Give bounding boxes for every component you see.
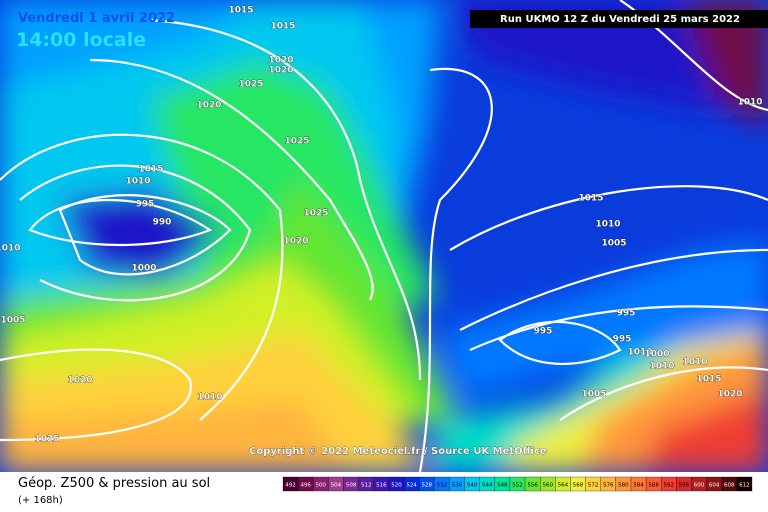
isobar-label: 1025 (34, 435, 59, 445)
isobar-label: 1015 (270, 22, 295, 32)
isobar-label: 1005 (601, 239, 626, 249)
isobar-label: 1020 (268, 66, 293, 76)
legend-label: 588 (648, 483, 659, 489)
legend-label: 552 (512, 483, 523, 489)
isobar-label: 995 (136, 200, 155, 210)
legend-label: 556 (527, 483, 538, 489)
legend-label: 500 (316, 483, 327, 489)
isobar-label: 1015 (696, 375, 721, 385)
legend-label: 576 (603, 483, 614, 489)
run-info: Run UKMO 12 Z du Vendredi 25 mars 2022 (500, 14, 740, 25)
isobar-label: 1010 (737, 98, 762, 108)
legend-label: 524 (406, 483, 417, 489)
legend-label: 492 (285, 483, 296, 489)
legend-label: 584 (633, 483, 644, 489)
copyright: Copyright © 2022 Meteociel.fr / Source U… (249, 446, 547, 457)
legend-label: 548 (497, 483, 508, 489)
isobar-label: 1010 (125, 177, 150, 187)
isobar-label: 1010 (197, 393, 222, 403)
legend-label: 596 (679, 483, 690, 489)
isobar-label: 1020 (67, 376, 92, 386)
legend-label: 532 (437, 483, 448, 489)
isobar-label: 1005 (581, 390, 606, 400)
legend-label: 540 (467, 483, 478, 489)
field: 1015101510201020102510201025101510109959… (0, 0, 768, 472)
isobar-label: 995 (617, 309, 636, 319)
isobar-label: 1010 (0, 244, 21, 254)
legend-label: 512 (361, 483, 372, 489)
legend-label: 520 (391, 483, 402, 489)
legend-label: 592 (664, 483, 675, 489)
isobar-label: 1025 (303, 209, 328, 219)
color-legend: 492 496 500 504 508 512 516 520 524 528 532 536 540 5… (282, 476, 753, 492)
legend-label: 608 (724, 483, 735, 489)
legend-label: 572 (588, 483, 599, 489)
legend-label: 504 (331, 483, 342, 489)
isobar-label: 995 (613, 335, 632, 345)
legend-swatch (736, 476, 753, 492)
legend-label: 604 (709, 483, 720, 489)
isobar-labels: 1015101510201020102510201025101510109959… (0, 5, 763, 445)
forecast-time: 14:00 locale (16, 29, 146, 51)
isobars (0, 0, 768, 472)
isobar-label: 1025 (284, 137, 309, 147)
forecast-date: Vendredi 1 avril 2022 (18, 11, 175, 26)
isobar-label: 1000 (644, 350, 669, 360)
isobar-label: 1020 (283, 237, 308, 247)
footer-title: Géop. Z500 & pression au sol (18, 476, 210, 491)
legend-label: 560 (543, 483, 554, 489)
legend-label: 496 (300, 483, 311, 489)
lead-time: (+ 168h) (18, 495, 63, 506)
isobar-label: 1025 (238, 80, 263, 90)
legend-label: 544 (482, 483, 493, 489)
legend-label: 580 (618, 483, 629, 489)
isobar-label: 1020 (268, 56, 293, 66)
legend-label: 564 (558, 483, 569, 489)
legend-label: 568 (573, 483, 584, 489)
legend-label: 516 (376, 483, 387, 489)
isobar-label: 1015 (578, 194, 603, 204)
legend-label: 612 (739, 483, 750, 489)
isobar-label: 1010 (682, 358, 707, 368)
isobar-label: 1015 (138, 165, 163, 175)
run-banner (470, 10, 768, 28)
isobar-label: 1010 (595, 220, 620, 230)
isobar-label: 1010 (649, 362, 674, 372)
isobar-label: 990 (153, 218, 172, 228)
isobar-label: 995 (534, 327, 553, 337)
legend-label: 508 (346, 483, 357, 489)
isobar-label: 1015 (228, 6, 253, 16)
isobar-label: 1005 (0, 316, 25, 326)
legend-label: 536 (452, 483, 463, 489)
isobar-label: 1020 (196, 101, 221, 111)
isobar-label: 1010 (627, 348, 652, 358)
legend-label: 600 (694, 483, 705, 489)
isobar-label: 1020 (717, 390, 742, 400)
legend-label: 528 (421, 483, 432, 489)
isobar-label: 1000 (131, 264, 156, 274)
